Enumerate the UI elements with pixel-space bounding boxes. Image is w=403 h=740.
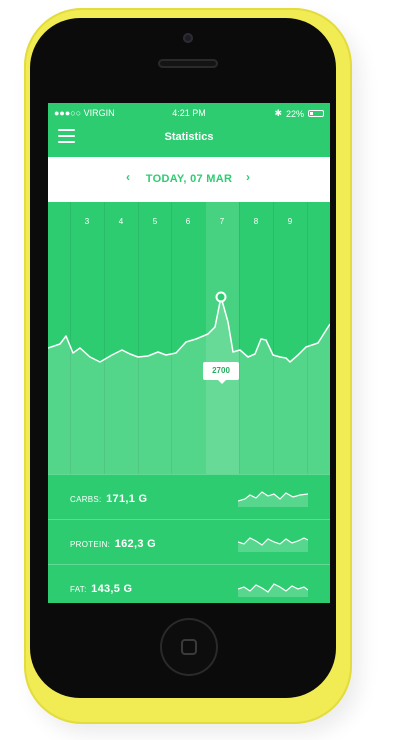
battery-percent: 22% [285,108,304,119]
earpiece-speaker [158,59,218,68]
day-label: 4 [119,217,124,226]
current-date-label: TODAY, 07 MAR [145,173,233,185]
fat-sparkline [238,583,308,597]
next-day-chevron-icon[interactable]: › [246,170,250,184]
clock: 4:21 PM [172,108,206,118]
home-button[interactable] [160,618,218,676]
page-title: Statistics [164,131,214,143]
macro-label: CARBS: [70,495,102,504]
front-camera [183,33,193,43]
app-screen: ●●●○○ VIRGIN 4:21 PM ✱ 22% Statistics ‹ … [48,103,330,603]
chart-svg: 3 4 5 6 7 8 9 [48,202,330,474]
carbs-sparkline [238,491,308,507]
macro-value: 171,1 G [106,493,148,505]
date-selector: ‹ TODAY, 07 MAR › [48,157,330,202]
status-bar: ●●●○○ VIRGIN 4:21 PM ✱ 22% [48,103,330,123]
macro-value: 162,3 G [114,538,156,550]
bluetooth-icon: ✱ [274,108,282,118]
selected-point-marker[interactable] [215,291,227,303]
chart-area-fill [48,297,330,474]
macro-label: PROTEIN: [70,540,111,549]
macro-label: FAT: [70,585,87,594]
day-label: 8 [254,217,259,226]
battery-icon [308,110,324,117]
macro-row-carbs[interactable]: CARBS: 171,1 G [48,474,330,520]
carrier-label: ●●●○○ VIRGIN [54,108,115,118]
day-label: 6 [186,217,191,226]
macro-row-protein[interactable]: PROTEIN: 162,3 G [48,519,330,565]
calorie-chart[interactable]: 3 4 5 6 7 8 9 2700 [48,202,330,474]
day-label: 5 [153,217,158,226]
value-tooltip: 2700 [203,362,239,384]
hamburger-menu-icon[interactable] [58,129,75,143]
macro-value: 143,5 G [91,583,133,595]
protein-sparkline [238,537,308,552]
day-label: 7 [220,217,225,226]
nav-bar: Statistics [48,123,330,157]
macro-row-fat[interactable]: FAT: 143,5 G [48,564,330,603]
chart-line [48,296,330,363]
grid-lines [70,202,308,474]
prev-day-chevron-icon[interactable]: ‹ [126,170,130,184]
battery-status: ✱ 22% [274,108,324,119]
day-label: 9 [288,217,293,226]
selected-day-column [205,202,239,474]
day-label: 3 [85,217,90,226]
home-button-icon [181,639,197,655]
